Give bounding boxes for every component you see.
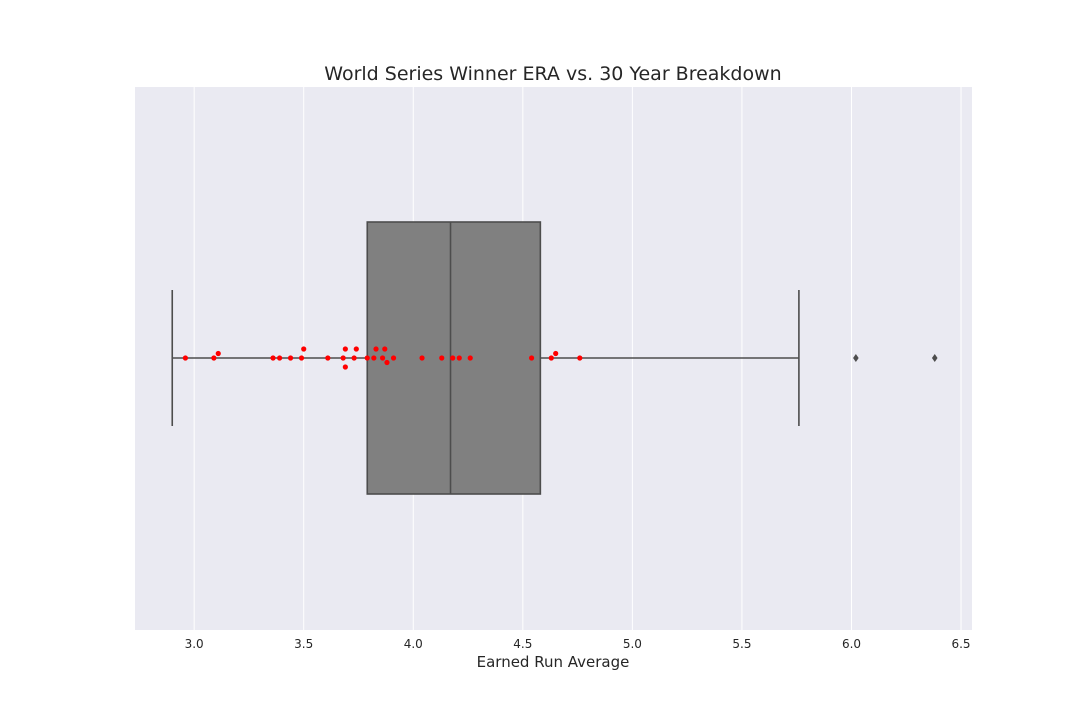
- data-point-17: [379, 355, 386, 361]
- data-point-4: [277, 355, 283, 361]
- data-point-13: [353, 346, 359, 352]
- data-point-22: [439, 355, 445, 361]
- outlier-1: [931, 354, 938, 362]
- data-point-19: [384, 359, 390, 366]
- data-point-18: [382, 346, 388, 352]
- data-point-29: [577, 355, 583, 361]
- data-point-6: [298, 355, 305, 361]
- data-point-11: [342, 364, 348, 370]
- data-point-7: [301, 346, 307, 352]
- data-point-5: [287, 355, 294, 361]
- data-point-25: [467, 355, 473, 361]
- outlier-0: [853, 354, 859, 362]
- chart-title: World Series Winner ERA vs. 30 Year Brea…: [324, 63, 781, 85]
- data-point-23: [450, 355, 456, 361]
- data-point-10: [342, 346, 348, 352]
- data-point-8: [325, 355, 331, 361]
- data-point-14: [364, 355, 370, 361]
- data-point-1: [211, 355, 217, 361]
- data-point-16: [373, 346, 379, 352]
- x-tick-labels: 3.0 3.5 4.0 4.5 5.0 5.5 6.0 6.5: [185, 637, 971, 651]
- x-tick-label-0: 3.0: [185, 637, 204, 651]
- x-tick-label-5: 5.5: [732, 637, 751, 651]
- data-point-28: [553, 350, 559, 357]
- data-point-21: [419, 355, 425, 361]
- data-point-20: [390, 355, 397, 361]
- data-point-0: [182, 355, 188, 361]
- data-point-12: [351, 355, 357, 361]
- x-tick-label-4: 5.0: [623, 637, 642, 651]
- x-tick-label-3: 4.5: [513, 637, 532, 651]
- data-point-9: [340, 355, 346, 361]
- x-tick-label-1: 3.5: [294, 637, 313, 651]
- data-point-2: [215, 350, 221, 357]
- x-tick-label-6: 6.0: [842, 637, 861, 651]
- x-axis-label: Earned Run Average: [477, 653, 630, 671]
- x-tick-label-7: 6.5: [951, 637, 970, 651]
- x-tick-label-2: 4.0: [404, 637, 423, 651]
- data-point-24: [456, 355, 462, 361]
- data-point-15: [371, 355, 377, 361]
- swarm-points: [182, 346, 583, 370]
- data-point-3: [270, 355, 276, 361]
- data-point-27: [548, 355, 554, 361]
- data-point-26: [528, 355, 535, 361]
